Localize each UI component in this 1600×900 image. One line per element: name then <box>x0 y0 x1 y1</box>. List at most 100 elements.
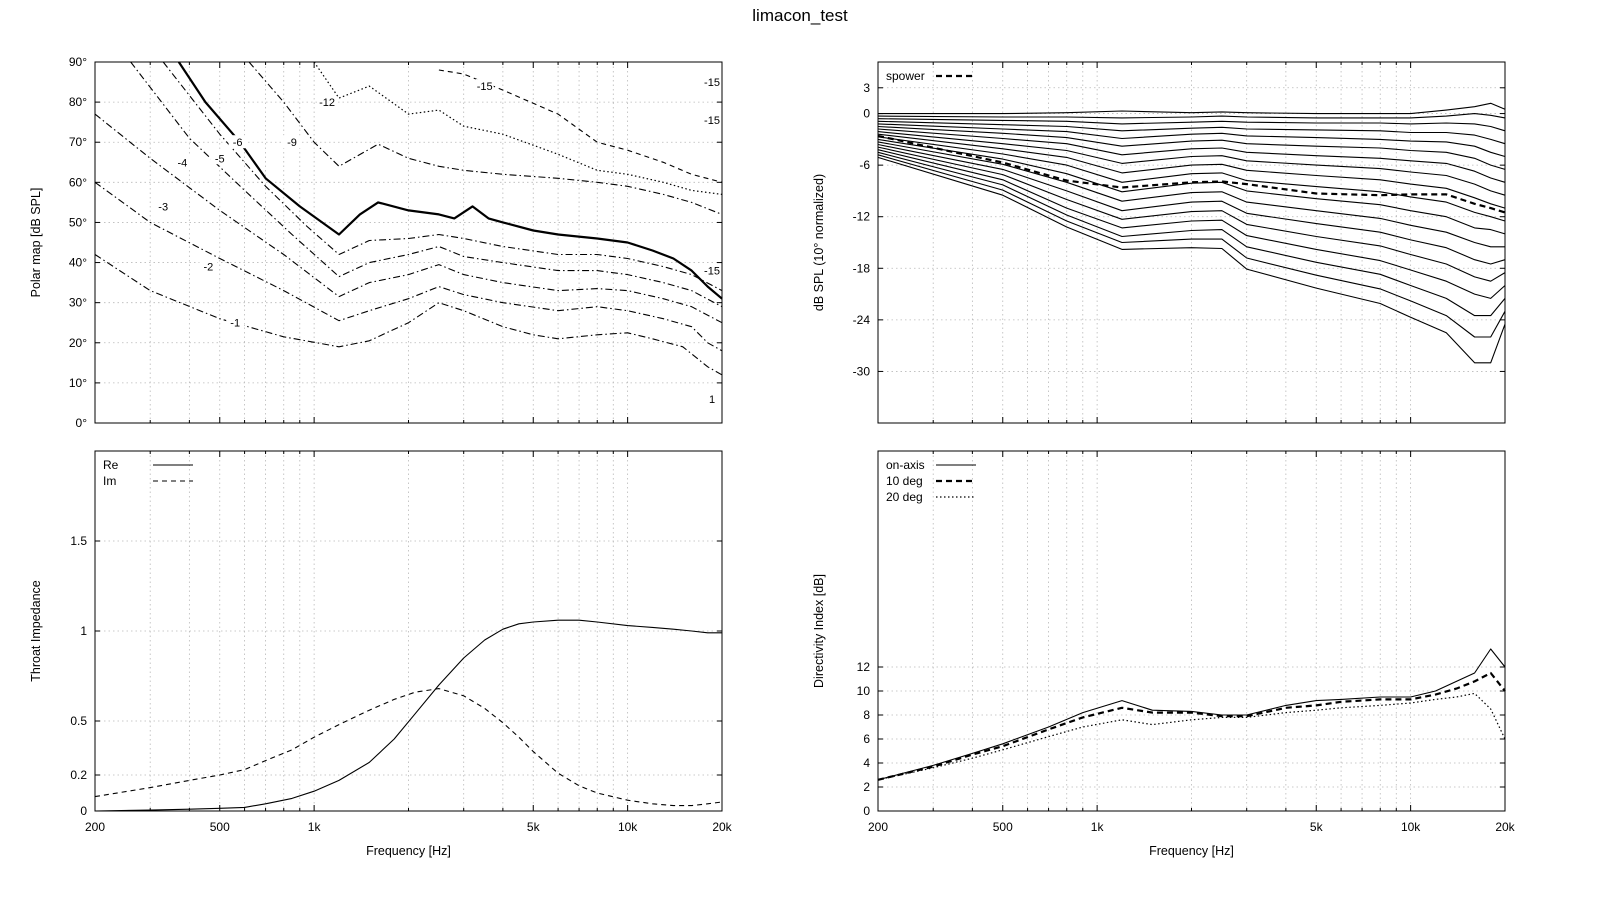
y-tick-label: -12 <box>853 210 871 224</box>
contour-label: -12 <box>319 97 335 109</box>
series-line <box>877 156 1506 364</box>
legend-entry-label: 10 deg <box>886 474 923 488</box>
series-line <box>877 113 1506 119</box>
y-tick-label: 10 <box>857 684 871 698</box>
series-line <box>877 125 1506 170</box>
contour-label-bg <box>154 199 173 213</box>
spl-panel: 3 0 -6 -12 -18 -24 -30 dB SPL (10° normalized) s… <box>812 61 1506 424</box>
legend-entry-label: on-axis <box>886 458 925 472</box>
y-tick-label: 6 <box>863 732 870 746</box>
y-tick-label: 60° <box>69 175 87 189</box>
y-tick-label: 0.5 <box>70 714 87 728</box>
legend-entry-label: Im <box>103 474 116 488</box>
contour-label: -15 <box>477 81 493 93</box>
y-tick-label: 3 <box>863 81 870 95</box>
x-axis-label: Frequency [Hz] <box>366 844 451 858</box>
y-tick-label: -30 <box>853 364 871 378</box>
contour-label: -15 <box>704 266 720 278</box>
contour-label: -15 <box>704 77 720 89</box>
series-line-Re <box>94 619 722 812</box>
y-tick-label: -18 <box>853 261 871 275</box>
y-tick-label: 30° <box>69 296 87 310</box>
contour-line <box>94 254 723 376</box>
contour-label: 1 <box>709 394 715 406</box>
series-line-20-deg <box>877 692 1506 781</box>
series-line-on-axis <box>877 648 1506 781</box>
series-line <box>878 102 1506 115</box>
y-tick-label: 0 <box>863 804 870 818</box>
x-tick-label: 5k <box>1310 820 1324 834</box>
contour-label: -4 <box>177 157 187 169</box>
y-tick-label: 2 <box>863 780 870 794</box>
throat-impedance-panel: 0 0.2 0.5 1 1.5 200 500 1k 5k 10k 20k Frequency [Hz… <box>29 450 733 858</box>
x-tick-label: 10k <box>1401 820 1421 834</box>
contour-label-bg <box>199 259 218 273</box>
y-axis-label: Polar map [dB SPL] <box>29 188 43 298</box>
x-tick-label: 1k <box>1091 820 1105 834</box>
x-tick-label: 10k <box>618 820 638 834</box>
y-tick-label: 50° <box>69 215 87 229</box>
contour-label-bg <box>210 151 229 165</box>
x-tick-label: 20k <box>712 820 732 834</box>
series-line-Im <box>94 688 723 807</box>
y-tick-label: 8 <box>863 708 870 722</box>
x-tick-label: 200 <box>85 820 105 834</box>
contour-label: -9 <box>287 137 297 149</box>
y-tick-label: 40° <box>69 256 87 270</box>
y-tick-label: 90° <box>69 55 87 69</box>
y-axis-label: dB SPL (10° normalized) <box>812 174 826 311</box>
series-line <box>877 123 1506 158</box>
contour-line <box>177 61 723 300</box>
y-tick-label: 1 <box>80 624 87 638</box>
contour-label: -1 <box>230 318 240 330</box>
contour-line <box>130 61 723 308</box>
contour-label-bg <box>475 79 494 93</box>
series-line <box>877 149 1506 299</box>
x-tick-label: 500 <box>210 820 230 834</box>
series-line <box>877 136 1506 222</box>
series-line <box>877 118 1506 132</box>
series-line-10-deg <box>877 671 1506 781</box>
contour-label-bg <box>282 135 301 149</box>
y-tick-label: 12 <box>857 660 871 674</box>
series-line <box>877 154 1506 338</box>
x-tick-label: 5k <box>527 820 541 834</box>
x-axis-label: Frequency [Hz] <box>1149 844 1234 858</box>
y-tick-label: 0° <box>76 416 88 430</box>
legend-entry-label: 20 deg <box>886 490 923 504</box>
x-tick-label: 1k <box>308 820 322 834</box>
x-tick-label: 500 <box>993 820 1013 834</box>
y-tick-label: 0 <box>863 107 870 121</box>
y-tick-label: 20° <box>69 336 87 350</box>
y-axis-label: Throat Impedance <box>29 580 43 681</box>
y-tick-label: -6 <box>859 158 870 172</box>
y-tick-label: 1.5 <box>70 534 87 548</box>
contour-line <box>313 61 723 195</box>
series-line <box>877 146 1506 282</box>
figure-title: limacon_test <box>752 6 848 25</box>
series-line <box>877 128 1506 183</box>
y-tick-label: 4 <box>863 756 870 770</box>
series-line <box>877 151 1506 317</box>
series-line <box>877 120 1506 145</box>
contour-line <box>94 113 723 324</box>
contour-label: -15 <box>704 115 720 127</box>
series-line <box>877 143 1506 265</box>
series-line <box>877 133 1506 209</box>
y-tick-label: -24 <box>853 313 871 327</box>
legend-entry-label: spower <box>886 69 925 83</box>
contour-line <box>162 61 723 292</box>
contour-label-bg <box>226 315 245 329</box>
contour-label-bg <box>173 155 192 169</box>
y-tick-label: 70° <box>69 135 87 149</box>
contour-line <box>94 181 723 352</box>
polar-map-panel: 0° 10° 20° 30° 40° 50° 60° 70° 80° 90° Polar map [… <box>29 55 723 430</box>
x-tick-label: 200 <box>868 820 888 834</box>
contour-label: -6 <box>233 137 243 149</box>
contour-label: -5 <box>215 153 225 165</box>
y-axis-label: Directivity Index [dB] <box>812 574 826 688</box>
contour-label-bg <box>318 95 337 109</box>
contour-label: -3 <box>158 201 168 213</box>
series-line-spower <box>877 134 1506 214</box>
